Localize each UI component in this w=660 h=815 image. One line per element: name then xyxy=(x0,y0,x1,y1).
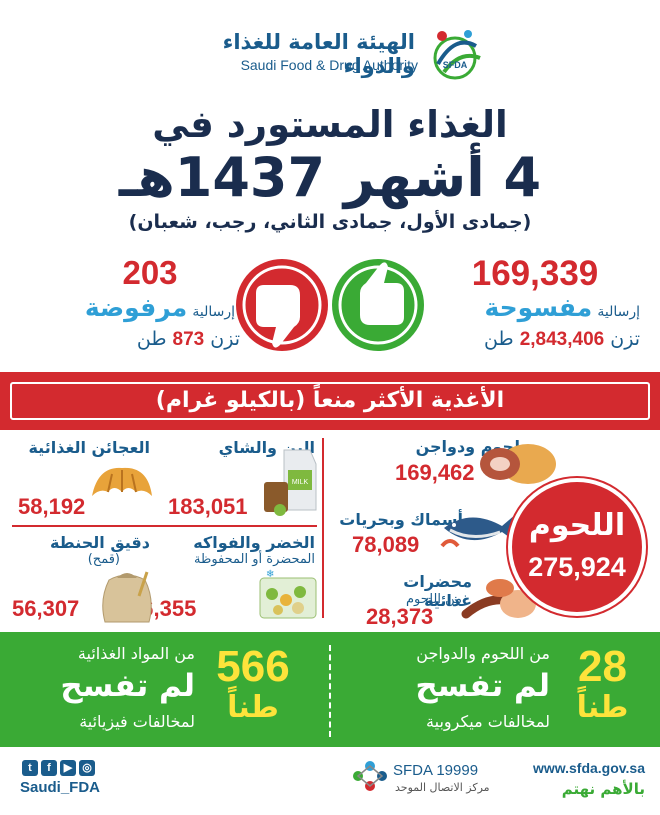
thumbs-down-icon xyxy=(236,259,328,351)
flour-sub: (قمح) xyxy=(87,552,120,567)
meat-products-label: محضرات غذائية xyxy=(403,572,472,610)
meat-total: 275,924 xyxy=(528,552,626,582)
physical-bottom-text: لمخالفات فيزيائية xyxy=(79,712,195,731)
grid-divider-horizontal xyxy=(12,525,317,527)
meat-poultry-value: 169,462 xyxy=(395,460,475,485)
sausage-meat-icon xyxy=(461,579,536,619)
meat-total-circle: اللحوم 275,924 xyxy=(508,478,646,616)
accepted-count: 169,339 xyxy=(471,254,599,293)
veg-fruit-label: الخضر والفواكه xyxy=(193,533,315,552)
grid-divider-vertical xyxy=(322,438,324,618)
accepted-label-line: إرسالية مفسوحة xyxy=(420,293,640,322)
rejected-count: 203 xyxy=(122,254,178,291)
twitter-icon[interactable]: t xyxy=(22,760,38,776)
accepted-label: مفسوحة xyxy=(484,293,593,322)
fish-seafood-value: 78,089 xyxy=(352,532,420,557)
call-center-logo-icon xyxy=(353,761,387,791)
banner-text: الأغذية الأكثر منعاً (بالكيلو غرام) xyxy=(10,382,650,420)
accepted-weight-unit: طن xyxy=(484,328,514,350)
sfda-logo-icon: SFDA xyxy=(433,30,481,80)
microbial-tons-unit: طناً xyxy=(576,690,629,725)
croissant-icon xyxy=(92,467,152,496)
physical-top-text: من المواد الغذائية xyxy=(77,644,195,663)
rejected-weight-line: تزن 873 طن xyxy=(60,328,240,351)
accepted-unit: إرسالية xyxy=(597,304,640,320)
flour-value: 56,307 xyxy=(12,596,80,621)
microbial-big-text: لم تفسح xyxy=(415,668,550,704)
violations-divider xyxy=(329,645,331,737)
veg-fruit-sub: المحضرة أو المحفوظة xyxy=(194,552,315,567)
instagram-icon[interactable]: ◎ xyxy=(79,760,95,776)
coffee-tea-icon: MILK xyxy=(264,449,317,516)
thumbs-icons xyxy=(236,259,424,351)
thumbs-up-icon xyxy=(332,259,424,351)
slogan: بالأهم نهتم xyxy=(561,780,645,798)
microbial-bottom-text: لمخالفات ميكروبية xyxy=(426,712,550,731)
rejected-label: مرفوضة xyxy=(84,293,188,322)
title-months: (جمادى الأول، جمادى الثاني، رجب، شعبان) xyxy=(128,211,532,233)
most-banned-banner: الأغذية الأكثر منعاً (بالكيلو غرام) xyxy=(0,372,660,430)
rejected-unit: إرسالية xyxy=(192,304,235,320)
social-handle[interactable]: Saudi_FDA xyxy=(20,779,101,796)
fish-seafood-label: أسماك وبحريات xyxy=(339,510,463,529)
physical-big-text: لم تفسح xyxy=(60,668,195,704)
flour-label: دقيق الحنطة xyxy=(49,533,150,552)
org-name-english: Saudi Food & Drug Authority xyxy=(240,57,418,73)
org-name-arabic: الهيئة العامة للغذاء والدواء xyxy=(222,30,415,78)
svg-text:SFDA: SFDA xyxy=(443,60,468,70)
rejected-weight-prefix: تزن xyxy=(210,328,240,350)
facebook-icon[interactable]: f xyxy=(41,760,57,776)
chicken-meat-icon xyxy=(480,444,556,484)
physical-tons-unit: طناً xyxy=(227,690,279,725)
pasta-label: العجائن الغذائية xyxy=(28,438,150,457)
title-line-1: الغذاء المستورد في xyxy=(152,103,508,146)
meat-products-sub: من اللحوم xyxy=(405,592,462,607)
microbial-tons-number: 28 xyxy=(578,642,627,691)
pasta-value: 58,192 xyxy=(18,494,86,519)
youtube-icon[interactable]: ▶ xyxy=(60,760,76,776)
meat-products-value: 28,373 xyxy=(366,604,434,629)
svg-text:❄: ❄ xyxy=(266,569,274,580)
svg-text:MILK: MILK xyxy=(292,479,309,486)
social-icons: t f ▶ ◎ xyxy=(22,760,95,776)
fish-icon xyxy=(440,514,516,548)
rejected-weight-unit: طن xyxy=(136,328,167,350)
physical-tons-number: 566 xyxy=(216,642,290,691)
website-link[interactable]: www.sfda.gov.sa xyxy=(532,760,645,776)
accepted-weight-prefix: تزن xyxy=(610,328,640,350)
call-center-number: SFDA 19999 xyxy=(393,762,479,779)
title-line-2: 4 أشهر 1437هـ xyxy=(118,146,542,209)
flour-sack-icon xyxy=(102,571,152,623)
rejected-weight: 873 xyxy=(172,329,205,350)
rejected-label-line: إرسالية مرفوضة xyxy=(55,293,235,322)
coffee-tea-value: 183,051 xyxy=(168,494,248,519)
call-center-label: مركز الاتصال الموحد xyxy=(395,781,490,794)
accepted-weight-line: تزن 2,843,406 طن xyxy=(420,328,640,351)
meat-title: اللحوم xyxy=(528,508,626,543)
microbial-top-text: من اللحوم والدواجن xyxy=(416,644,550,663)
frozen-veg-icon: ❄ xyxy=(259,569,317,619)
accepted-weight: 2,843,406 xyxy=(519,329,605,350)
